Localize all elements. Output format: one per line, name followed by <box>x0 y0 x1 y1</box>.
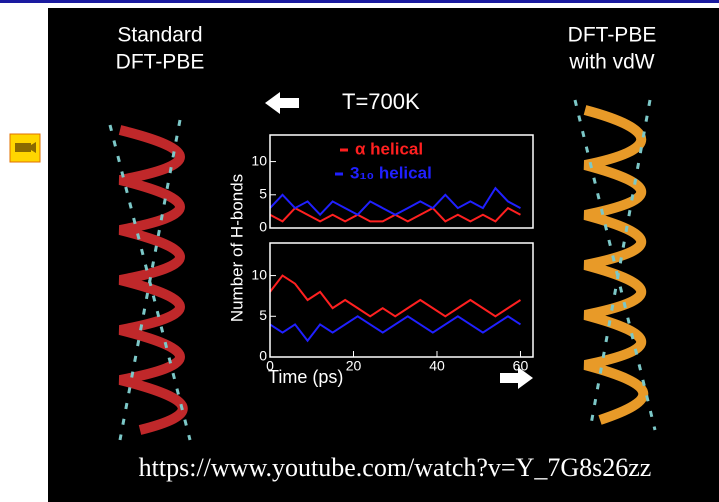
y-tick-label: 0 <box>259 219 267 235</box>
x-axis-label: Time (ps) <box>268 367 343 387</box>
legend-label: 3₁₀ helical <box>350 163 432 182</box>
y-axis-label: Number of H-bonds <box>227 174 246 322</box>
x-tick-label: 20 <box>346 358 362 374</box>
right-label: DFT-PBE <box>568 24 657 47</box>
temperature: T=700K <box>342 89 420 114</box>
left-label: Standard <box>117 24 202 47</box>
x-tick-label: 40 <box>429 358 445 374</box>
y-tick-label: 5 <box>259 307 267 323</box>
top-rule <box>0 0 719 3</box>
x-tick-label: 60 <box>513 358 529 374</box>
legend-label: α helical <box>355 139 423 158</box>
slide: Standard DFT-PBE DFT-PBE with vdW T=700K… <box>0 0 719 502</box>
y-tick-label: 10 <box>251 266 267 282</box>
y-tick-label: 10 <box>251 152 267 168</box>
video-icon <box>10 134 40 162</box>
left-label: DFT-PBE <box>116 51 205 74</box>
video-url: https://www.youtube.com/watch?v=Y_7G8s26… <box>139 453 652 482</box>
page: Standard DFT-PBE DFT-PBE with vdW T=700K… <box>0 0 719 502</box>
y-tick-label: 5 <box>259 185 267 201</box>
right-label: with vdW <box>568 51 654 74</box>
